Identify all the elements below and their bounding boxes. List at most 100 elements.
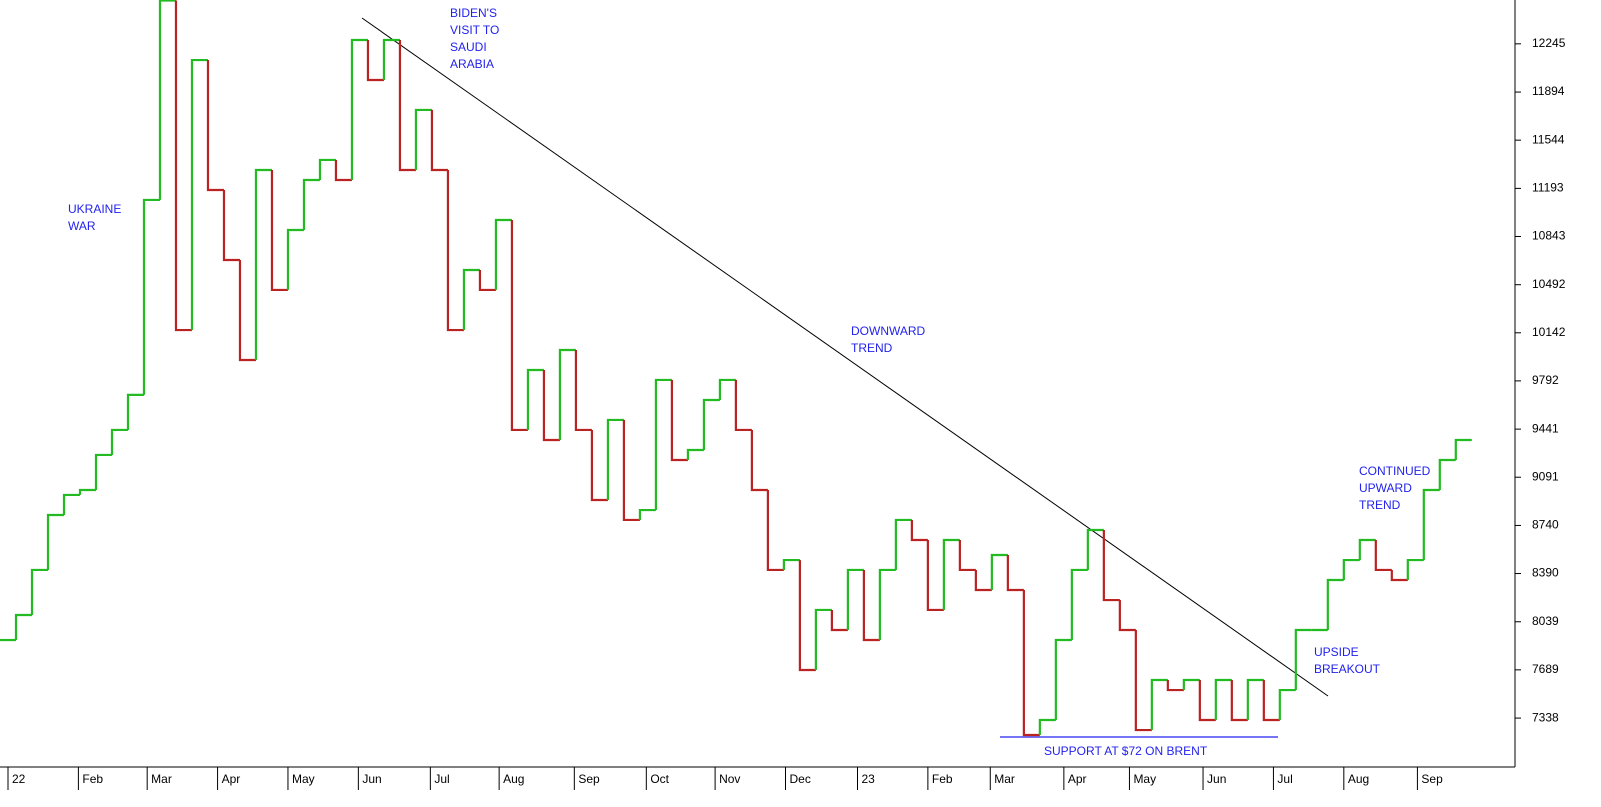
price-step — [206, 60, 224, 192]
price-step — [878, 568, 896, 641]
price-step — [894, 518, 912, 570]
price-step — [654, 378, 672, 511]
y-tick-label: 11894 — [1532, 84, 1565, 98]
price-step — [734, 379, 752, 432]
y-tick-label: 12245 — [1532, 36, 1566, 50]
y-tick-label: 10142 — [1532, 325, 1566, 339]
price-step — [1438, 458, 1456, 490]
y-tick-label: 11193 — [1532, 181, 1564, 195]
price-step — [1198, 680, 1216, 722]
price-step — [862, 569, 880, 642]
price-step — [110, 428, 128, 455]
price-step — [302, 178, 320, 231]
price-step — [574, 349, 592, 432]
price-step — [1086, 528, 1104, 570]
price-step — [1022, 590, 1040, 737]
price-step — [430, 109, 448, 172]
x-tick-label: May — [292, 772, 315, 786]
y-tick-label: 8740 — [1532, 518, 1559, 532]
price-step — [1118, 600, 1136, 632]
x-tick-label: Aug — [503, 772, 524, 786]
price-step — [1246, 678, 1264, 721]
annotation: WAR — [68, 219, 96, 233]
price-step — [766, 489, 784, 572]
annotation: BREAKOUT — [1314, 662, 1381, 676]
y-tick-label: 10843 — [1532, 229, 1566, 243]
price-step — [270, 169, 288, 292]
price-step — [78, 488, 96, 495]
price-step — [30, 568, 48, 616]
x-tick-label: Nov — [719, 772, 740, 786]
price-step — [558, 348, 576, 440]
price-step — [686, 448, 704, 461]
price-step — [846, 568, 864, 631]
price-step — [926, 540, 944, 612]
price-step — [622, 419, 640, 522]
price-step — [190, 58, 208, 331]
y-tick-label: 11544 — [1532, 132, 1565, 146]
y-tick-label: 9091 — [1532, 469, 1559, 483]
price-step — [1262, 680, 1280, 722]
x-tick-label: Feb — [932, 772, 953, 786]
y-tick-label: 10492 — [1532, 277, 1566, 291]
price-step — [174, 0, 192, 332]
annotation: CONTINUED — [1359, 464, 1431, 478]
price-step — [830, 609, 848, 632]
price-step — [1230, 680, 1248, 722]
x-tick-label: Apr — [1068, 772, 1087, 786]
price-step — [158, 0, 176, 200]
price-step — [1102, 529, 1120, 602]
annotation: DOWNWARD — [851, 324, 926, 338]
annotation: UKRAINE — [68, 202, 121, 216]
price-step — [334, 159, 352, 182]
price-step — [1342, 558, 1360, 580]
price-step — [1054, 638, 1072, 721]
price-step — [446, 169, 464, 332]
price-step — [718, 378, 736, 400]
price-step — [542, 370, 560, 442]
price-step — [286, 228, 304, 290]
price-step — [590, 429, 608, 502]
price-step — [366, 39, 384, 82]
x-tick-label: Aug — [1348, 772, 1369, 786]
price-step — [814, 608, 832, 670]
x-tick-label: Mar — [994, 772, 1015, 786]
price-step — [638, 508, 656, 520]
annotation: VISIT TO — [450, 23, 499, 37]
price-step — [398, 39, 416, 172]
x-tick-label: Feb — [82, 772, 103, 786]
y-tick-label: 7338 — [1532, 710, 1559, 724]
price-step — [526, 368, 544, 430]
price-step — [126, 393, 144, 430]
price-step — [318, 158, 336, 181]
x-tick-label: Mar — [151, 772, 172, 786]
price-step — [750, 429, 768, 492]
price-step — [1326, 578, 1344, 631]
trend-line — [361, 17, 1329, 697]
x-tick-label: Jul — [1277, 772, 1292, 786]
annotation: UPSIDE — [1314, 645, 1359, 659]
annotation: SAUDI — [450, 40, 487, 54]
price-step — [14, 613, 32, 641]
price-step — [910, 519, 928, 542]
x-tick-label: Jun — [362, 772, 381, 786]
price-step — [494, 218, 512, 290]
price-step — [414, 108, 432, 170]
price-step — [942, 538, 960, 610]
price-step — [1134, 630, 1152, 732]
annotation: UPWARD — [1359, 481, 1412, 495]
price-step — [1006, 554, 1024, 592]
x-tick-label: 22 — [12, 772, 26, 786]
price-step — [478, 270, 496, 292]
x-tick-label: Apr — [222, 772, 241, 786]
annotation: BIDEN'S — [450, 6, 497, 20]
price-step — [350, 38, 368, 181]
price-step — [46, 513, 64, 570]
x-tick-label: Sep — [1421, 772, 1443, 786]
x-tick-label: 23 — [861, 772, 875, 786]
price-step — [1070, 568, 1088, 641]
y-tick-label: 8039 — [1532, 614, 1559, 628]
price-step — [1390, 569, 1408, 582]
